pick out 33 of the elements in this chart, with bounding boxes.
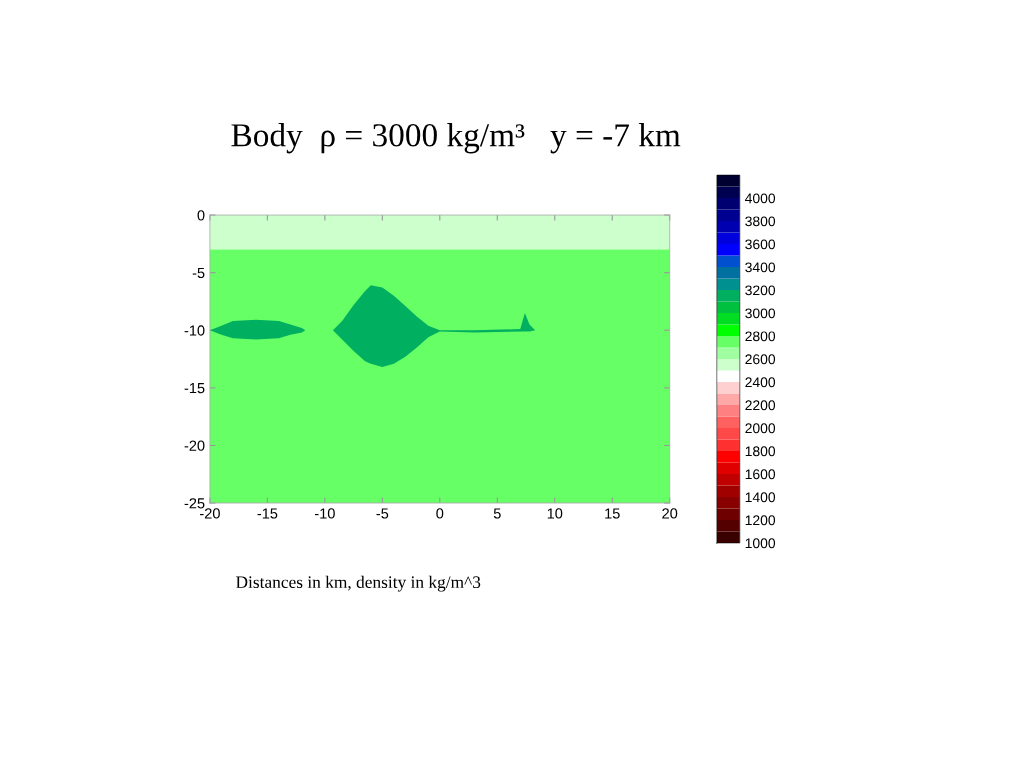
color-bar-label: 2800 bbox=[745, 331, 776, 342]
color-bar-label: 2000 bbox=[745, 423, 776, 434]
x-tick-label: 15 bbox=[605, 508, 620, 519]
color-bar-label: 1400 bbox=[745, 492, 776, 503]
x-tick-label: 0 bbox=[436, 508, 444, 519]
color-bar-label: 3200 bbox=[745, 285, 776, 296]
color-bar-label: 1800 bbox=[745, 446, 776, 457]
x-tick-label: -5 bbox=[376, 508, 389, 519]
y-tick-label: 0 bbox=[197, 210, 205, 221]
chart-title: Body ρ = 3000 kg/m³ y = -7 km bbox=[231, 123, 681, 154]
x-tick-label: -10 bbox=[314, 508, 335, 519]
color-bar-label: 3000 bbox=[745, 308, 776, 319]
y-tick-label: -25 bbox=[184, 498, 205, 509]
text: Distances in km, density in kg/m^3 bbox=[236, 575, 481, 592]
color-bar-label: 3600 bbox=[745, 239, 776, 250]
color-bar-label: 1600 bbox=[745, 469, 776, 480]
y-tick-label: -15 bbox=[184, 383, 205, 394]
x-tick-label: -15 bbox=[257, 508, 278, 519]
color-bar-label: 1200 bbox=[745, 515, 776, 526]
x-tick-label: -20 bbox=[200, 508, 220, 519]
y-tick-label: -5 bbox=[192, 267, 205, 279]
color-bar-label: 3400 bbox=[745, 262, 776, 273]
color-bar-label: 4000 bbox=[745, 193, 776, 204]
color-bar-label: 2400 bbox=[745, 377, 776, 388]
x-tick-label: 5 bbox=[493, 508, 501, 519]
x-tick-label: 20 bbox=[662, 508, 678, 519]
y-tick-label: -20 bbox=[184, 440, 205, 451]
color-bar-label: 1000 bbox=[745, 538, 776, 549]
color-bar-label: 2200 bbox=[745, 400, 776, 411]
y-tick-label: -10 bbox=[184, 325, 205, 336]
color-bar-label: 3800 bbox=[745, 216, 776, 227]
color-bar-label: 2600 bbox=[745, 354, 776, 365]
x-tick-label: 10 bbox=[547, 508, 563, 519]
